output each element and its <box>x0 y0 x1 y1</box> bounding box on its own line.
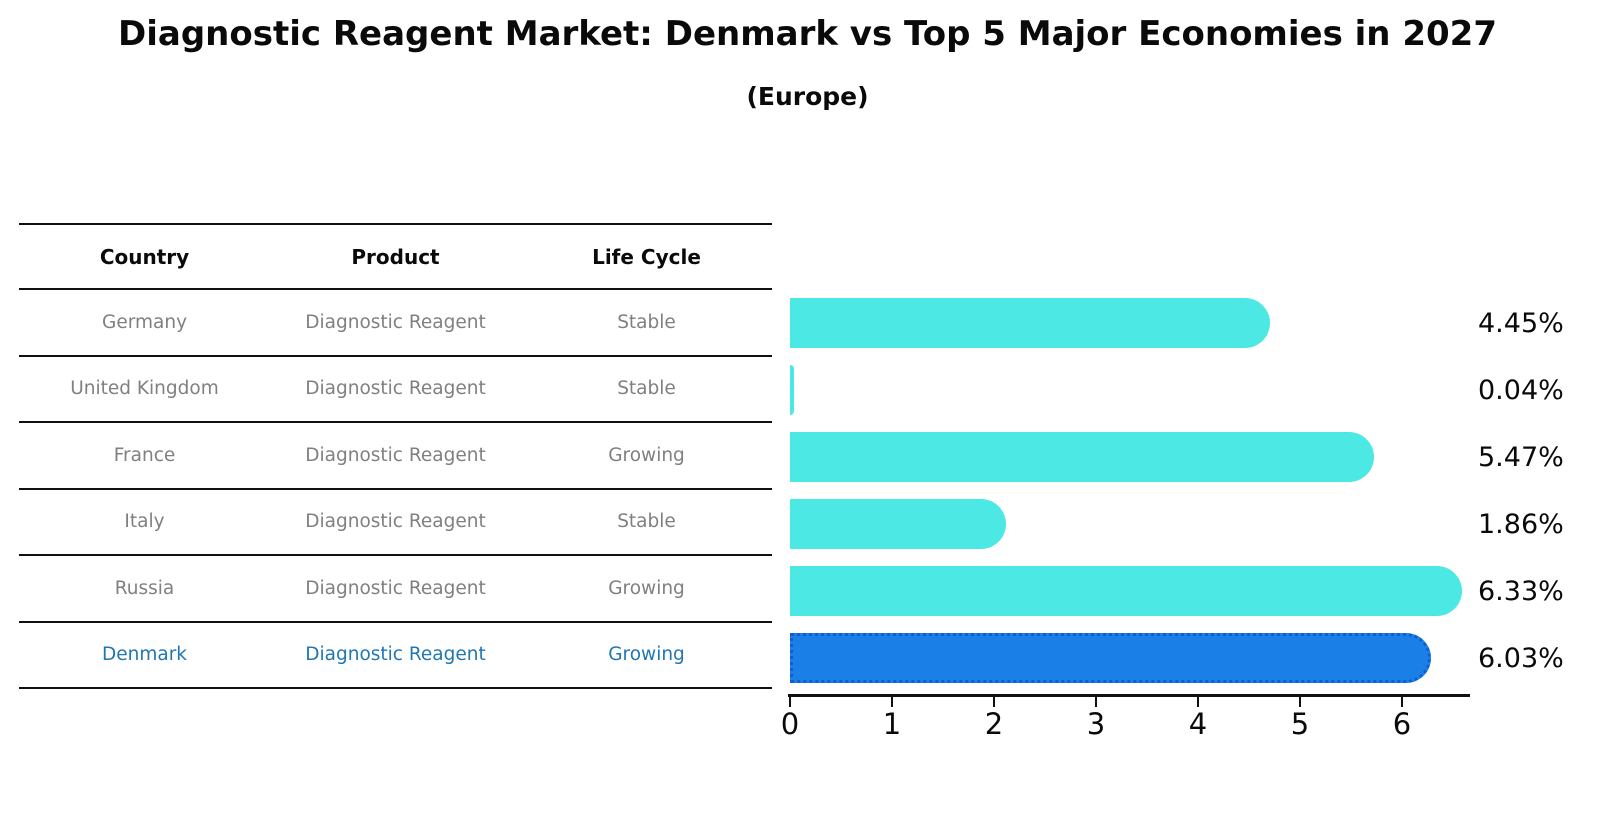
cell-product: Diagnostic Reagent <box>305 644 486 666</box>
cell-product: Diagnostic Reagent <box>305 444 486 466</box>
bar-united-kingdom <box>790 365 795 416</box>
value-label-france: 5.47% <box>1478 441 1564 473</box>
cell-life-cycle: Stable <box>617 378 676 400</box>
cell-product: Diagnostic Reagent <box>305 311 486 333</box>
x-axis-tick <box>1298 694 1302 707</box>
table-header-row: Country Product Life Cycle <box>19 225 772 290</box>
bar-germany <box>790 298 1270 349</box>
x-axis-tick-label: 3 <box>1086 707 1106 741</box>
cell-life-cycle: Growing <box>608 444 685 466</box>
cell-country: Italy <box>124 511 165 533</box>
column-header-product: Product <box>351 244 440 269</box>
table-row-germany: Germany Diagnostic Reagent Stable <box>19 290 772 357</box>
value-label-germany: 4.45% <box>1478 307 1564 339</box>
table-row-denmark: Denmark Diagnostic Reagent Growing <box>19 623 772 689</box>
bar-russia <box>790 566 1462 617</box>
x-axis-tick <box>788 694 792 707</box>
value-label-denmark: 6.03% <box>1478 642 1564 674</box>
chart-subtitle: (Europe) <box>746 82 869 111</box>
value-label-russia: 6.33% <box>1478 575 1564 607</box>
cell-product: Diagnostic Reagent <box>305 577 486 599</box>
cell-life-cycle: Stable <box>617 511 676 533</box>
bar-france <box>790 432 1374 483</box>
cell-life-cycle: Stable <box>617 311 676 333</box>
cell-product: Diagnostic Reagent <box>305 511 486 533</box>
x-axis-tick-label: 0 <box>780 707 800 741</box>
x-axis-tick <box>1196 694 1200 707</box>
column-header-country: Country <box>99 244 190 269</box>
table-row-italy: Italy Diagnostic Reagent Stable <box>19 490 772 556</box>
x-axis-tick-label: 6 <box>1392 707 1412 741</box>
x-axis-tick-label: 5 <box>1290 707 1310 741</box>
cell-country: Denmark <box>101 644 188 666</box>
x-axis-tick <box>1400 694 1404 707</box>
table-row-russia: Russia Diagnostic Reagent Growing <box>19 556 772 623</box>
x-axis-tick <box>1094 694 1098 707</box>
cell-country: United Kingdom <box>70 378 219 400</box>
x-axis-tick <box>992 694 996 707</box>
cell-product: Diagnostic Reagent <box>305 378 486 400</box>
x-axis-tick <box>890 694 894 707</box>
table-row-united-kingdom: United Kingdom Diagnostic Reagent Stable <box>19 357 772 423</box>
chart-title: Diagnostic Reagent Market: Denmark vs To… <box>118 14 1497 54</box>
column-header-life-cycle: Life Cycle <box>592 244 701 269</box>
value-label-italy: 1.86% <box>1478 508 1564 540</box>
cell-country: France <box>113 444 176 466</box>
x-axis-spine <box>788 694 1470 697</box>
x-axis-tick-label: 2 <box>984 707 1004 741</box>
cell-life-cycle: Growing <box>608 577 685 599</box>
table-row-france: France Diagnostic Reagent Growing <box>19 423 772 490</box>
bar-denmark <box>790 633 1432 684</box>
cell-life-cycle: Growing <box>608 644 685 666</box>
comparison-table: Country Product Life Cycle Germany Diagn… <box>19 223 772 689</box>
cell-country: Germany <box>101 311 188 333</box>
cell-country: Russia <box>114 577 175 599</box>
x-axis-tick-label: 1 <box>882 707 902 741</box>
x-axis-tick-label: 4 <box>1188 707 1208 741</box>
value-label-united-kingdom: 0.04% <box>1478 374 1564 406</box>
bar-italy <box>790 499 1006 550</box>
